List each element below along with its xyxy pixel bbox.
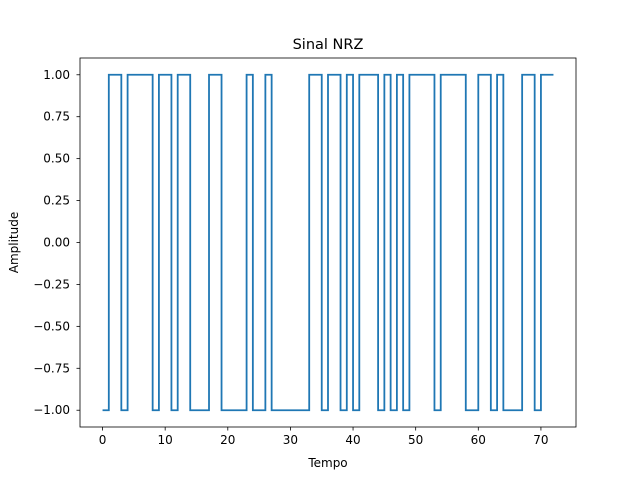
- y-tick-label: −0.25: [33, 277, 70, 291]
- x-tick-label: 50: [408, 433, 423, 447]
- y-tick-label: 0.50: [43, 152, 70, 166]
- x-axis-label: Tempo: [307, 456, 347, 470]
- x-tick-label: 60: [471, 433, 486, 447]
- x-tick-label: 40: [345, 433, 360, 447]
- x-tick-label: 0: [99, 433, 107, 447]
- axes-frame: [79, 57, 577, 428]
- y-tick-label: 0.25: [43, 194, 70, 208]
- x-axis-ticks: 0 10 20 30 40 50 60 70: [99, 427, 549, 447]
- y-tick-label: 1.00: [43, 68, 70, 82]
- y-axis-ticks: −1.00 −0.75 −0.50 −0.25 0.00 0.25 0.50 0.75 1.00: [33, 68, 80, 417]
- y-tick-label: 0.75: [43, 110, 70, 124]
- y-tick-label: −0.75: [33, 361, 70, 375]
- y-tick-label: 0.00: [43, 236, 70, 250]
- y-axis-label: Amplitude: [7, 212, 21, 274]
- x-tick-label: 10: [158, 433, 173, 447]
- y-tick-label: −0.50: [33, 319, 70, 333]
- x-tick-label: 20: [220, 433, 235, 447]
- x-tick-label: 70: [533, 433, 548, 447]
- y-tick-label: −1.00: [33, 403, 70, 417]
- nrz-signal-line: [102, 73, 554, 412]
- plot-area: [102, 73, 554, 412]
- chart-title: Sinal NRZ: [293, 37, 364, 53]
- x-tick-label: 30: [283, 433, 298, 447]
